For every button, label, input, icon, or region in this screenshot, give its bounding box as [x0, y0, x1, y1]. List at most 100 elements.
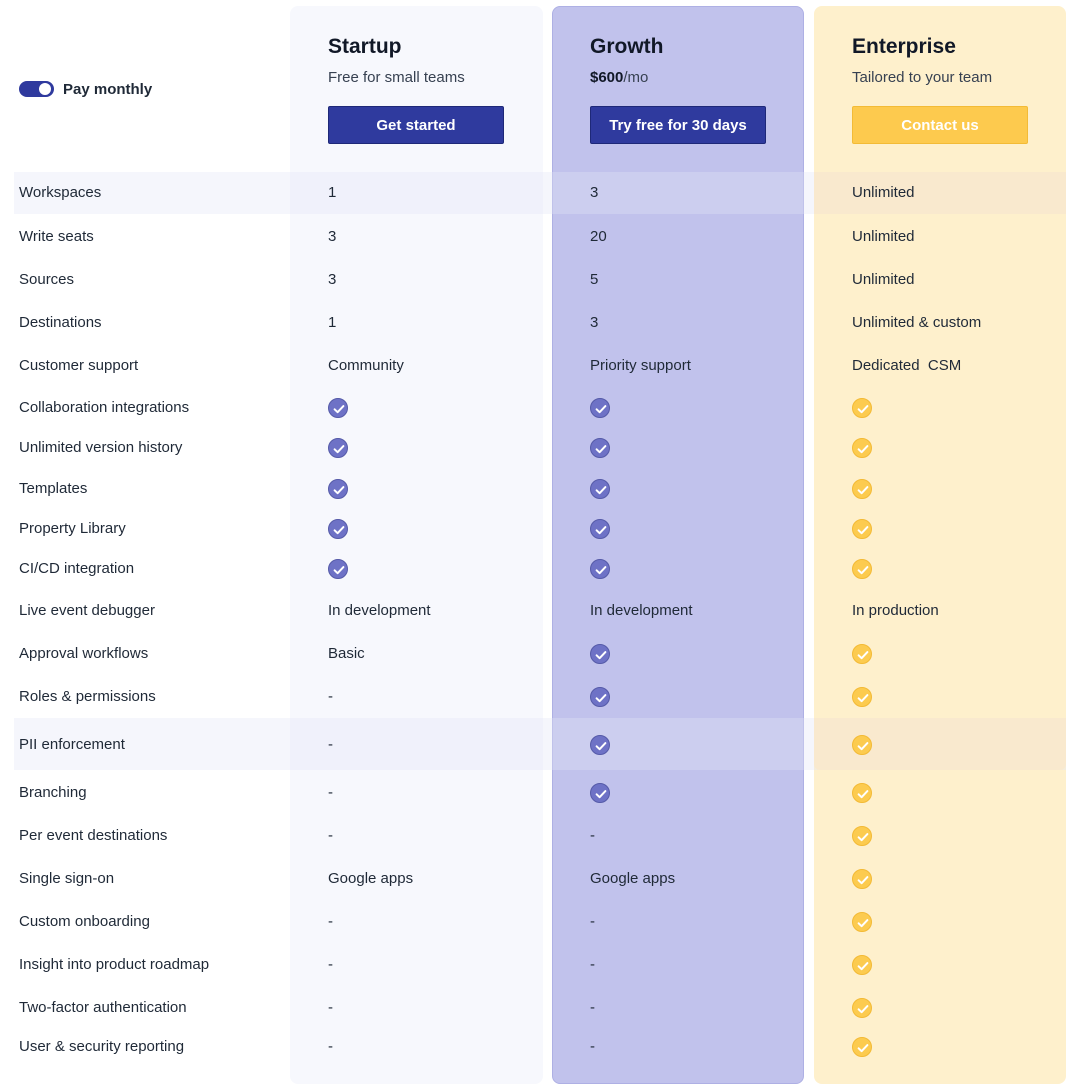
check-circle-icon: [328, 559, 348, 579]
cell-startup: -: [328, 827, 333, 844]
check-circle-icon: [852, 479, 872, 499]
check-circle-icon: [590, 644, 610, 664]
check-circle-icon: [852, 955, 872, 975]
feature-label: Single sign-on: [19, 870, 115, 887]
check-circle-icon: [852, 519, 872, 539]
cell-startup: Community: [328, 357, 404, 374]
feature-label: Customer support: [19, 357, 139, 374]
cell-startup: -: [328, 956, 333, 973]
feature-label: Approval workflows: [19, 645, 149, 662]
check-circle-icon: [852, 687, 872, 707]
check-circle-icon: [852, 998, 872, 1018]
check-circle-icon: [852, 559, 872, 579]
check-circle-icon: [852, 869, 872, 889]
check-circle-icon: [328, 438, 348, 458]
cell-growth: 3: [590, 184, 599, 201]
check-circle-icon: [590, 479, 610, 499]
pay-monthly-label: Pay monthly: [63, 81, 153, 98]
plan-title-startup: Startup: [328, 35, 402, 58]
check-circle-icon: [590, 438, 610, 458]
check-circle-icon: [852, 826, 872, 846]
cell-growth: Priority support: [590, 357, 691, 374]
feature-label: Two-factor authentication: [19, 999, 187, 1016]
startup-column: [290, 6, 543, 1084]
growth-column: [552, 6, 804, 1084]
cell-startup: 3: [328, 271, 337, 288]
cell-startup: 1: [328, 184, 337, 201]
cell-startup: Basic: [328, 645, 365, 662]
cell-growth: 5: [590, 271, 599, 288]
cell-enterprise: Unlimited: [852, 184, 915, 201]
cell-startup: -: [328, 784, 333, 801]
plan-title-growth: Growth: [590, 35, 664, 58]
price-suffix: /mo: [623, 69, 649, 86]
cell-startup: -: [328, 1038, 333, 1055]
check-circle-icon: [852, 912, 872, 932]
check-circle-icon: [852, 398, 872, 418]
cell-startup: 3: [328, 228, 337, 245]
cell-growth: -: [590, 913, 595, 930]
cell-enterprise: Unlimited: [852, 271, 915, 288]
check-circle-icon: [590, 783, 610, 803]
contact-us-button[interactable]: Contact us: [852, 106, 1028, 144]
plan-price-growth: $600/mo: [590, 69, 648, 86]
feature-label: PII enforcement: [19, 736, 125, 753]
feature-label: CI/CD integration: [19, 560, 135, 577]
feature-label: Custom onboarding: [19, 913, 150, 930]
cell-startup: -: [328, 688, 333, 705]
check-circle-icon: [852, 783, 872, 803]
check-circle-icon: [590, 519, 610, 539]
feature-label: Templates: [19, 480, 88, 497]
check-circle-icon: [852, 644, 872, 664]
check-circle-icon: [328, 398, 348, 418]
check-circle-icon: [852, 438, 872, 458]
cell-growth: -: [590, 1038, 595, 1055]
cell-enterprise: Unlimited: [852, 228, 915, 245]
check-circle-icon: [328, 519, 348, 539]
cell-growth: 3: [590, 314, 599, 331]
feature-label: Collaboration integrations: [19, 399, 190, 416]
cell-growth: -: [590, 827, 595, 844]
cell-startup: In development: [328, 602, 431, 619]
feature-label: Property Library: [19, 520, 126, 537]
cell-enterprise: In production: [852, 602, 939, 619]
feature-label: User & security reporting: [19, 1038, 185, 1055]
cell-enterprise: Unlimited & custom: [852, 314, 982, 331]
feature-label: Live event debugger: [19, 602, 155, 619]
get-started-button[interactable]: Get started: [328, 106, 504, 144]
cell-growth: Google apps: [590, 870, 676, 887]
check-circle-icon: [852, 1037, 872, 1057]
feature-label: Unlimited version history: [19, 439, 183, 456]
plan-title-enterprise: Enterprise: [852, 35, 956, 58]
check-circle-icon: [590, 398, 610, 418]
plan-subtitle-startup: Free for small teams: [328, 69, 465, 86]
cell-growth: 20: [590, 228, 607, 245]
feature-label: Sources: [19, 271, 75, 288]
cell-enterprise: Dedicated CSM: [852, 357, 962, 374]
cell-growth: -: [590, 999, 595, 1016]
try-free-button[interactable]: Try free for 30 days: [590, 106, 766, 144]
cell-growth: -: [590, 956, 595, 973]
check-circle-icon: [328, 479, 348, 499]
price-amount: $600: [590, 69, 624, 86]
cell-startup: 1: [328, 314, 337, 331]
feature-label: Branching: [19, 784, 87, 801]
feature-label: Workspaces: [19, 184, 102, 201]
feature-label: Per event destinations: [19, 827, 168, 844]
check-circle-icon: [590, 687, 610, 707]
pay-monthly-toggle[interactable]: [19, 81, 54, 97]
cell-growth: In development: [590, 602, 693, 619]
cell-startup: Google apps: [328, 870, 414, 887]
feature-label: Insight into product roadmap: [19, 956, 210, 973]
feature-label: Destinations: [19, 314, 102, 331]
cell-startup: -: [328, 913, 333, 930]
feature-label: Roles & permissions: [19, 688, 156, 705]
toggle-knob: [39, 83, 51, 95]
check-circle-icon: [590, 735, 610, 755]
row-highlight-enterprise: [814, 172, 1066, 214]
cell-startup: -: [328, 999, 333, 1016]
cell-startup: -: [328, 736, 333, 753]
feature-label: Write seats: [19, 228, 94, 245]
plan-subtitle-enterprise: Tailored to your team: [852, 69, 993, 86]
check-circle-icon: [590, 559, 610, 579]
